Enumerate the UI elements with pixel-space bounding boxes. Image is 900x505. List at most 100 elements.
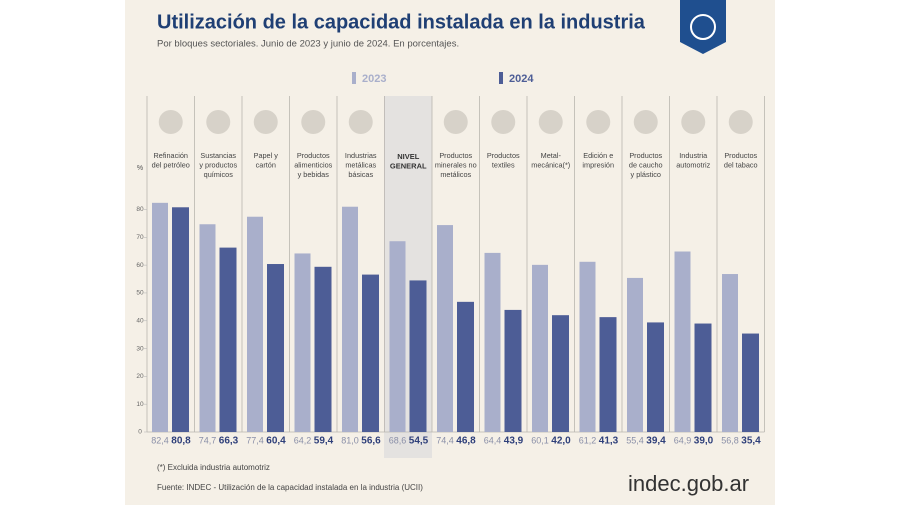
category-label: metálicos bbox=[440, 170, 471, 179]
bar bbox=[437, 225, 453, 432]
chart-subtitle: Por bloques sectoriales. Junio de 2023 y… bbox=[157, 39, 459, 50]
category-label: Sustancias bbox=[200, 151, 236, 160]
category-label: metálicas bbox=[345, 160, 376, 169]
category-icon bbox=[158, 110, 183, 134]
category-label: textiles bbox=[492, 160, 515, 169]
category-label: Productos bbox=[629, 151, 662, 160]
category-label: mecánica(*) bbox=[531, 160, 570, 169]
value-label: 56,8 bbox=[721, 435, 739, 445]
category-icon bbox=[443, 110, 468, 134]
category-label: Papel y bbox=[254, 151, 279, 160]
category-icon bbox=[681, 110, 706, 134]
category-label: NIVEL bbox=[397, 152, 420, 161]
y-tick-label: 0 bbox=[138, 429, 142, 436]
value-label: 64,9 bbox=[674, 435, 692, 445]
bar bbox=[389, 241, 406, 432]
bar bbox=[674, 251, 691, 432]
category-icon bbox=[253, 110, 278, 134]
bar bbox=[199, 224, 216, 432]
bar bbox=[219, 247, 237, 432]
value-label: 66,3 bbox=[219, 436, 239, 447]
category-icon bbox=[206, 110, 231, 134]
bar bbox=[627, 277, 643, 432]
legend-swatch bbox=[499, 72, 503, 84]
badge-shape bbox=[680, 0, 726, 54]
value-label: 77,4 bbox=[246, 435, 264, 445]
category-label: Industria bbox=[679, 151, 708, 160]
category-label: Refinación bbox=[154, 151, 188, 160]
category-icon bbox=[491, 110, 516, 134]
bar bbox=[152, 202, 168, 432]
category-label: automotriz bbox=[676, 160, 710, 169]
category-label: Productos bbox=[297, 151, 330, 160]
category-label: del petróleo bbox=[152, 160, 190, 169]
category-icon bbox=[586, 110, 611, 134]
value-label: 46,8 bbox=[456, 436, 476, 447]
bar bbox=[267, 264, 284, 432]
value-label: 43,9 bbox=[504, 436, 524, 447]
category-label: Industrias bbox=[345, 151, 377, 160]
value-label: 81,0 bbox=[341, 435, 359, 445]
y-tick-label: 40 bbox=[136, 317, 144, 324]
y-tick-label: 50 bbox=[136, 290, 144, 297]
y-tick-label: 60 bbox=[136, 262, 144, 269]
category-label: y productos bbox=[199, 160, 237, 169]
value-label: 55,4 bbox=[626, 435, 644, 445]
value-label: 39,4 bbox=[646, 436, 666, 447]
bar bbox=[504, 309, 522, 432]
bar bbox=[342, 206, 358, 432]
category-label: alimenticios bbox=[294, 160, 332, 169]
category-label: Metal- bbox=[541, 151, 562, 160]
category-label: cartón bbox=[256, 160, 276, 169]
category-label: químicos bbox=[204, 170, 234, 179]
category-icon bbox=[728, 110, 753, 134]
value-label: 64,2 bbox=[294, 435, 312, 445]
footnote: (*) Excluida industria automotriz bbox=[157, 463, 270, 472]
value-label: 68,6 bbox=[389, 435, 407, 445]
value-label: 80,8 bbox=[171, 436, 191, 447]
category-label: de caucho bbox=[629, 160, 663, 169]
bar bbox=[647, 322, 664, 432]
bar bbox=[247, 216, 263, 432]
category-label: GENERAL bbox=[390, 161, 427, 170]
category-label: Productos bbox=[724, 151, 757, 160]
category-icon bbox=[538, 110, 563, 134]
value-label: 59,4 bbox=[314, 436, 334, 447]
category-label: y bebidas bbox=[298, 170, 330, 179]
bar bbox=[579, 261, 596, 432]
category-icon bbox=[633, 110, 658, 134]
category-label: Productos bbox=[439, 151, 472, 160]
category-label: minerales no bbox=[435, 160, 477, 169]
bar bbox=[742, 333, 759, 432]
y-tick-label: 10 bbox=[136, 401, 144, 408]
bar bbox=[172, 207, 189, 432]
value-label: 54,5 bbox=[409, 436, 429, 447]
category-label: del tabaco bbox=[724, 160, 758, 169]
value-label: 74,7 bbox=[199, 435, 217, 445]
category-label: y plástico bbox=[631, 170, 661, 179]
bar bbox=[409, 280, 427, 432]
logo: indec.gob.ar bbox=[628, 471, 749, 496]
badge-icon bbox=[690, 14, 716, 40]
y-unit: % bbox=[137, 165, 143, 172]
bar bbox=[457, 301, 474, 432]
bar bbox=[314, 266, 332, 432]
legend-swatch bbox=[352, 72, 356, 84]
category-label: impresión bbox=[582, 160, 614, 169]
value-label: 60,4 bbox=[266, 436, 286, 447]
source: Fuente: INDEC - Utilización de la capaci… bbox=[157, 483, 423, 492]
value-label: 82,4 bbox=[151, 435, 169, 445]
value-label: 64,4 bbox=[484, 435, 502, 445]
category-label: básicas bbox=[348, 170, 373, 179]
bar bbox=[294, 253, 311, 432]
bar bbox=[362, 274, 379, 432]
chart-title: Utilización de la capacidad instalada en… bbox=[157, 11, 646, 33]
value-label: 74,4 bbox=[436, 435, 454, 445]
badge bbox=[680, 0, 726, 54]
bar bbox=[694, 323, 712, 432]
legend-label: 2024 bbox=[509, 73, 534, 85]
y-tick-label: 80 bbox=[136, 206, 144, 213]
category-label: Edición e bbox=[583, 151, 613, 160]
